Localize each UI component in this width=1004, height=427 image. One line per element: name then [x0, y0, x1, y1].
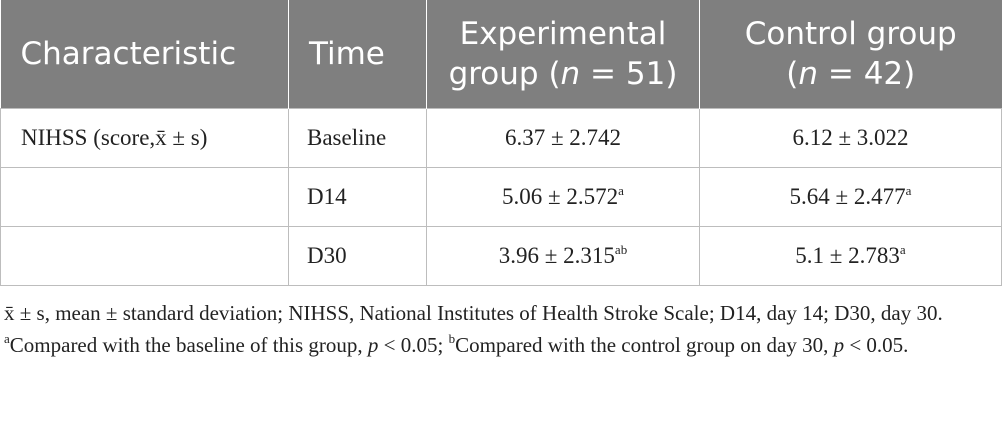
- header-characteristic: Characteristic: [0, 0, 289, 109]
- control-value: 5.64 ± 2.477: [789, 184, 906, 209]
- footnote-part3: < 0.05;: [378, 333, 449, 357]
- experimental-value: 6.37 ± 2.742: [504, 125, 622, 150]
- footnote-part2: Compared with the baseline of this group…: [9, 333, 368, 357]
- cell-control: 5.64 ± 2.477a: [699, 167, 1002, 227]
- header-time: Time: [288, 0, 427, 109]
- experimental-sup: a: [618, 183, 624, 198]
- cell-experimental: 6.37 ± 2.742: [426, 108, 700, 168]
- data-table: Characteristic Time Experimental group (…: [0, 0, 1002, 286]
- control-value: 6.12 ± 3.022: [792, 125, 909, 150]
- header-control-line1: Control group: [744, 16, 957, 52]
- header-control-post: = 42): [818, 56, 916, 92]
- header-experimental-line1: Experimental: [459, 16, 667, 52]
- footnote-part5: < 0.05.: [844, 333, 909, 357]
- footnote-part1: x̄ ± s, mean ± standard deviation; NIHSS…: [4, 301, 943, 325]
- table-body: NIHSS (score,x̄ ± s) Baseline 6.37 ± 2.7…: [0, 108, 1002, 286]
- cell-control: 5.1 ± 2.783a: [699, 226, 1002, 286]
- header-control-pre: (: [786, 56, 799, 92]
- control-sup: a: [905, 183, 912, 198]
- footnote-part4: Compared with the control group on day 3…: [455, 333, 834, 357]
- cell-time: D14: [288, 167, 427, 227]
- table-figure: Characteristic Time Experimental group (…: [0, 0, 1002, 361]
- cell-experimental: 5.06 ± 2.572a: [426, 167, 700, 227]
- header-experimental-pre: group (: [448, 56, 561, 92]
- footnote-sup-b: b: [448, 331, 456, 346]
- cell-time: D30: [288, 226, 427, 286]
- header-experimental-post: = 51): [580, 56, 678, 92]
- experimental-sup: ab: [614, 242, 628, 257]
- experimental-value: 5.06 ± 2.572: [502, 184, 619, 209]
- table-row: D30 3.96 ± 2.315ab 5.1 ± 2.783a: [0, 226, 1002, 286]
- header-experimental: Experimental group (n = 51): [426, 0, 700, 109]
- table-row: NIHSS (score,x̄ ± s) Baseline 6.37 ± 2.7…: [0, 108, 1002, 168]
- control-value: 5.1 ± 2.783: [795, 243, 900, 268]
- header-control-n: n: [798, 56, 819, 92]
- cell-time: Baseline: [288, 108, 427, 168]
- cell-characteristic: [0, 167, 289, 227]
- cell-control: 6.12 ± 3.022: [699, 108, 1002, 168]
- footnote-p1: p: [367, 333, 379, 357]
- table-footnote: x̄ ± s, mean ± standard deviation; NIHSS…: [4, 297, 998, 361]
- table-row: D14 5.06 ± 2.572a 5.64 ± 2.477a: [0, 167, 1002, 227]
- table-header: Characteristic Time Experimental group (…: [0, 0, 1002, 109]
- footnote-p2: p: [833, 333, 845, 357]
- header-control: Control group (n = 42): [699, 0, 1002, 109]
- cell-characteristic: NIHSS (score,x̄ ± s): [0, 108, 289, 168]
- header-row: Characteristic Time Experimental group (…: [0, 0, 1002, 109]
- cell-experimental: 3.96 ± 2.315ab: [426, 226, 700, 286]
- control-sup: a: [899, 242, 906, 257]
- footnote-sup-a: a: [4, 331, 10, 346]
- experimental-value: 3.96 ± 2.315: [498, 243, 615, 268]
- cell-characteristic: [0, 226, 289, 286]
- header-experimental-n: n: [560, 56, 581, 92]
